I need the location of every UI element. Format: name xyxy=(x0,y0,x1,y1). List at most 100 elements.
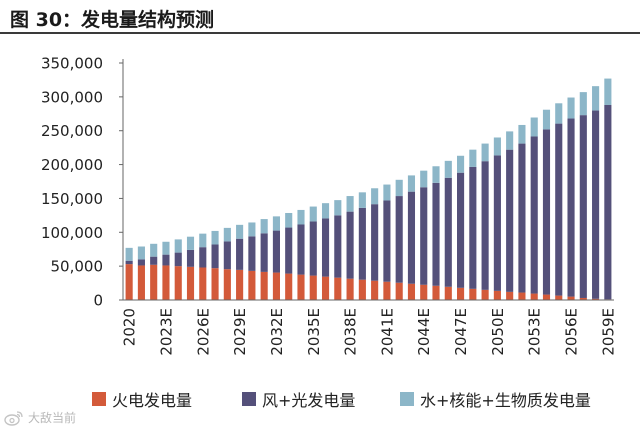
bar-wind-solar xyxy=(395,196,403,283)
y-tick-label: 350,000 xyxy=(41,55,103,73)
bar-wind-solar xyxy=(297,224,305,275)
bar-other xyxy=(420,170,428,188)
bar-wind-solar xyxy=(248,236,256,271)
bar-wind-solar xyxy=(199,247,207,268)
bar-other xyxy=(567,97,575,119)
bar-fossil xyxy=(518,292,526,300)
bar-fossil xyxy=(150,264,158,300)
bar-other xyxy=(542,109,551,130)
bar-other xyxy=(530,117,538,137)
bar-other xyxy=(236,224,244,239)
y-tick-label: 200,000 xyxy=(41,156,103,174)
bar-wind-solar xyxy=(346,211,354,279)
x-tick-label: 2026E xyxy=(194,308,212,356)
bar-wind-solar xyxy=(186,249,195,267)
bar-wind-solar xyxy=(125,260,133,265)
bar-other xyxy=(174,239,182,253)
bar-wind-solar xyxy=(334,215,342,278)
bar-wind-solar xyxy=(432,182,440,286)
bar-fossil xyxy=(358,279,366,300)
watermark-text: 大敌当前 xyxy=(28,411,77,425)
bar-wind-solar xyxy=(211,244,219,269)
bar-fossil xyxy=(285,273,293,300)
y-tick-label: 150,000 xyxy=(41,190,103,208)
bar-wind-solar xyxy=(321,218,330,277)
x-tick-label: 2020 xyxy=(121,308,139,346)
y-tick-label: 250,000 xyxy=(41,122,103,140)
bar-other xyxy=(150,243,158,257)
x-tick-label: 2047E xyxy=(452,308,470,356)
bar-other xyxy=(444,160,452,178)
bar-wind-solar xyxy=(371,204,379,281)
bar-fossil xyxy=(309,275,317,300)
bar-other xyxy=(457,155,465,173)
bar-wind-solar xyxy=(272,230,280,273)
bar-other xyxy=(579,92,587,116)
bar-other xyxy=(407,175,416,192)
bar-fossil xyxy=(567,296,575,300)
bar-wind-solar xyxy=(162,254,170,266)
bar-other xyxy=(223,227,231,242)
bar-other xyxy=(211,230,219,245)
bar-other xyxy=(186,236,195,250)
bar-fossil xyxy=(592,298,600,300)
x-tick-label: 2035E xyxy=(305,308,323,356)
bar-fossil xyxy=(174,266,182,300)
legend-item-other: 水+核能+生物质发电量 xyxy=(400,386,591,412)
bar-fossil xyxy=(334,277,342,300)
bar-other xyxy=(125,247,133,261)
bar-other xyxy=(592,86,600,111)
bar-wind-solar xyxy=(260,233,268,272)
bar-fossil xyxy=(457,287,465,300)
bar-wind-solar xyxy=(420,187,428,285)
bar-wind-solar xyxy=(407,191,416,284)
bar-other xyxy=(137,246,145,260)
bar-wind-solar xyxy=(604,104,612,300)
legend-label-other: 水+核能+生物质发电量 xyxy=(420,391,591,410)
legend-swatch-fossil xyxy=(92,392,106,406)
watermark: 大敌当前 xyxy=(4,409,76,426)
bar-wind-solar xyxy=(567,118,575,297)
bar-fossil xyxy=(223,269,231,300)
bar-fossil xyxy=(555,295,563,300)
bar-other xyxy=(346,196,354,212)
bar-wind-solar xyxy=(481,161,489,290)
bar-other xyxy=(383,184,391,201)
bar-fossil xyxy=(272,272,280,300)
bar-fossil xyxy=(481,289,489,300)
bar-fossil xyxy=(162,265,170,300)
bar-fossil xyxy=(297,274,305,300)
bar-other xyxy=(604,78,612,105)
bar-wind-solar xyxy=(530,136,538,294)
bar-fossil xyxy=(260,271,268,300)
bar-wind-solar xyxy=(542,129,551,295)
bar-wind-solar xyxy=(150,256,158,265)
bar-wind-solar xyxy=(457,172,465,288)
bar-fossil xyxy=(407,283,416,300)
legend-label-wind-solar: 风+光发电量 xyxy=(262,391,356,410)
bar-fossil xyxy=(432,285,440,300)
bar-wind-solar xyxy=(592,110,600,299)
bar-other xyxy=(506,131,514,150)
bar-wind-solar xyxy=(493,155,501,291)
bar-wind-solar xyxy=(383,200,391,282)
x-tick-label: 2056E xyxy=(563,308,581,356)
bar-fossil xyxy=(125,264,133,300)
x-tick-label: 2044E xyxy=(415,308,433,356)
y-tick-label: 50,000 xyxy=(51,258,104,276)
page-title: 图 30：发电量结构预测 xyxy=(10,9,215,31)
bar-fossil xyxy=(186,266,195,300)
x-tick-label: 2059E xyxy=(599,308,617,356)
bar-other xyxy=(297,209,305,225)
bar-wind-solar xyxy=(444,177,452,287)
bar-fossil xyxy=(493,290,501,300)
bar-other xyxy=(493,137,501,156)
bar-other xyxy=(358,192,366,208)
bar-other xyxy=(199,233,207,248)
bar-other xyxy=(309,206,317,222)
x-tick-label: 2053E xyxy=(526,308,544,356)
bar-other xyxy=(395,179,403,197)
bar-fossil xyxy=(236,269,244,300)
bar-fossil xyxy=(321,276,330,300)
legend-item-fossil: 火电发电量 xyxy=(92,386,192,412)
